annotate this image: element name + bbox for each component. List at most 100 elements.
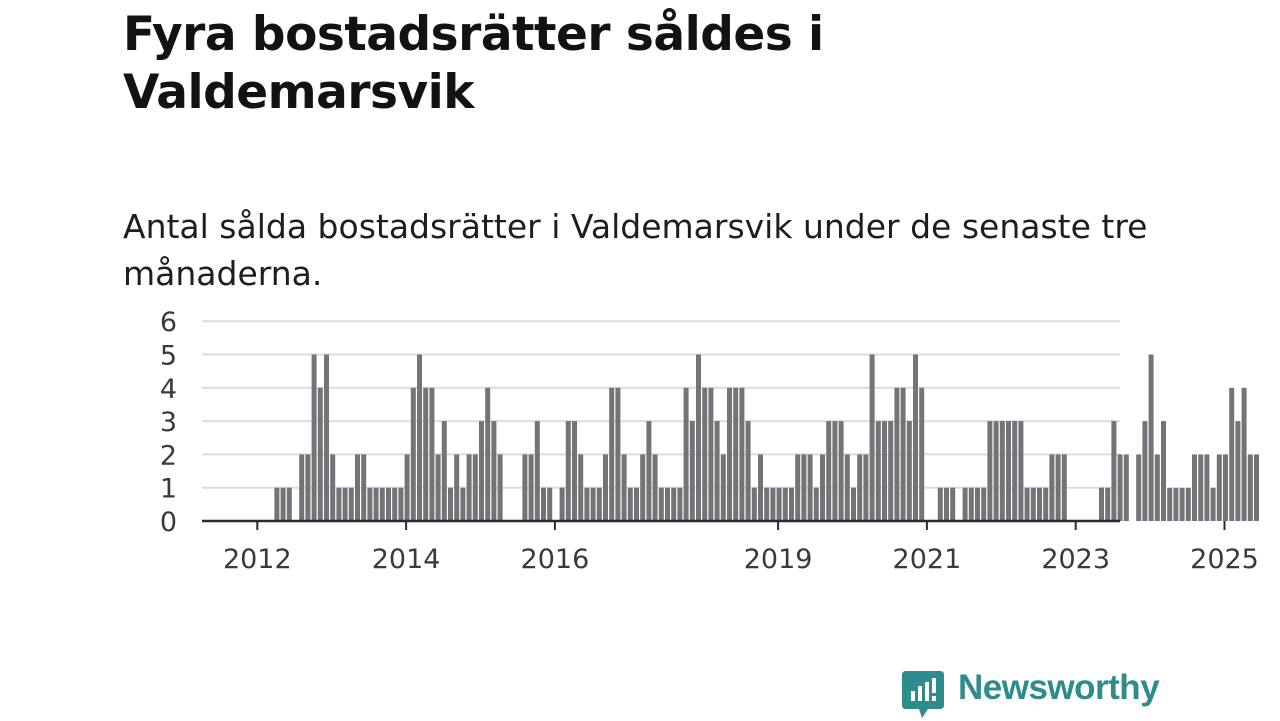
bar xyxy=(646,421,652,521)
x-tick-label: 2025 xyxy=(1190,544,1259,575)
bar xyxy=(1111,421,1117,521)
bar xyxy=(336,487,342,521)
bar xyxy=(1229,387,1235,521)
bar xyxy=(466,454,472,521)
bar xyxy=(999,421,1005,521)
labels: 012345642012201420162019202120232025 xyxy=(160,307,1259,575)
bar xyxy=(993,421,999,521)
bar xyxy=(603,454,608,521)
bar xyxy=(665,487,670,521)
brand-name: Newsworthy xyxy=(958,668,1160,707)
bar xyxy=(727,387,732,521)
bar xyxy=(491,421,497,521)
bar xyxy=(1148,354,1154,521)
bar xyxy=(807,454,813,521)
chart-subtitle: Antal sålda bostadsrätter i Valdemarsvik… xyxy=(123,207,1148,293)
bar xyxy=(547,487,553,521)
bar xyxy=(882,421,887,521)
bar xyxy=(485,387,491,521)
bar xyxy=(1037,487,1042,521)
bar xyxy=(392,487,398,521)
bar xyxy=(590,487,596,521)
bar xyxy=(1192,454,1197,521)
bar xyxy=(423,387,429,521)
bar xyxy=(733,387,739,521)
bar xyxy=(739,387,745,521)
bar xyxy=(689,421,695,521)
bar xyxy=(1223,454,1228,521)
bar xyxy=(317,387,323,521)
bar xyxy=(373,487,379,521)
bar xyxy=(683,387,689,521)
bar xyxy=(1179,487,1185,521)
bar xyxy=(305,454,311,521)
bar xyxy=(857,454,863,521)
bar xyxy=(615,387,621,521)
bar xyxy=(764,487,770,521)
bar xyxy=(1185,487,1191,521)
chart-title: Fyra bostadsrätter såldes i Valdemarsvik xyxy=(123,7,824,120)
bar xyxy=(1235,421,1241,521)
bar xyxy=(1099,487,1104,521)
bar xyxy=(696,354,701,521)
bar xyxy=(1142,421,1148,521)
bar xyxy=(361,454,367,521)
bar xyxy=(1105,487,1111,521)
bar xyxy=(795,454,801,521)
bar xyxy=(1241,387,1247,521)
bar xyxy=(677,487,683,521)
bar xyxy=(782,487,788,521)
bar xyxy=(720,454,726,521)
bar xyxy=(844,454,850,521)
bar xyxy=(497,454,503,521)
bar xyxy=(1030,487,1036,521)
x-tick-label: 2016 xyxy=(521,544,590,575)
bar xyxy=(472,454,478,521)
bar xyxy=(937,487,943,521)
x-tick-label: 2019 xyxy=(744,544,813,575)
y-tick-label: 5 xyxy=(160,341,177,372)
bar xyxy=(1117,454,1123,521)
bar xyxy=(820,454,825,521)
bar xyxy=(596,487,602,521)
bar xyxy=(330,454,336,521)
bar xyxy=(863,454,869,521)
bar xyxy=(534,421,540,521)
bar xyxy=(1204,454,1210,521)
bar xyxy=(869,354,875,521)
bar xyxy=(379,487,385,521)
bar xyxy=(559,487,565,521)
bar xyxy=(801,454,807,521)
bar xyxy=(968,487,974,521)
bar xyxy=(832,421,838,521)
bar xyxy=(367,487,373,521)
x-tick-label: 2023 xyxy=(1041,544,1110,575)
bar xyxy=(1018,421,1024,521)
bar xyxy=(826,421,832,521)
bar xyxy=(410,387,416,521)
bar xyxy=(640,454,646,521)
x-tick-label: 2012 xyxy=(223,544,292,575)
x-tick-label: 2021 xyxy=(893,544,962,575)
bar xyxy=(975,487,980,521)
bar xyxy=(429,387,435,521)
bar xyxy=(324,354,329,521)
bar xyxy=(1198,454,1204,521)
bar xyxy=(274,487,280,521)
bar xyxy=(962,487,968,521)
bar xyxy=(702,387,708,521)
bar xyxy=(435,454,441,521)
axes xyxy=(202,519,1226,530)
bar xyxy=(652,454,658,521)
x-tick-label: 2014 xyxy=(372,544,441,575)
grid-lines xyxy=(202,320,1120,489)
y-tick-label: 3 xyxy=(160,407,177,438)
bar xyxy=(448,487,453,521)
bar xyxy=(1247,454,1253,521)
bar xyxy=(541,487,546,521)
bar xyxy=(906,421,912,521)
bar xyxy=(913,354,918,521)
bar xyxy=(888,421,894,521)
bar xyxy=(1167,487,1173,521)
bar xyxy=(1136,454,1142,521)
